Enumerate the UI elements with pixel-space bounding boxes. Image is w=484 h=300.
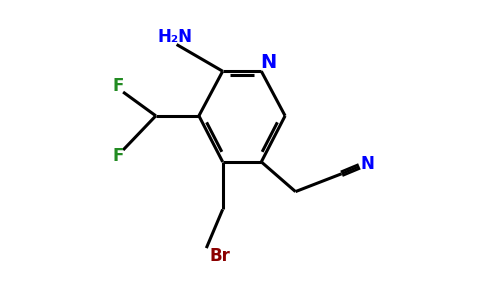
- Text: N: N: [260, 53, 277, 72]
- Text: F: F: [112, 147, 123, 165]
- Text: Br: Br: [209, 247, 230, 265]
- Text: N: N: [361, 155, 375, 173]
- Text: H₂N: H₂N: [158, 28, 193, 46]
- Text: F: F: [112, 77, 123, 95]
